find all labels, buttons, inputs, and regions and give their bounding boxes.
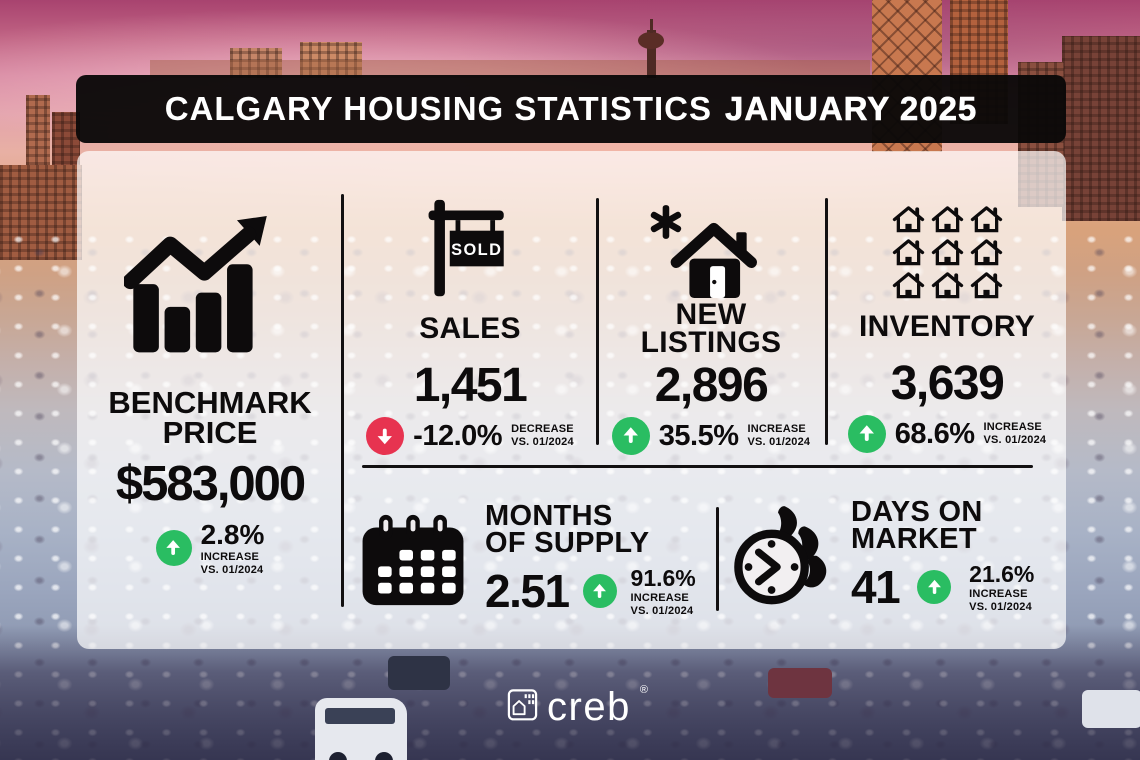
- new-house-icon: [650, 205, 757, 298]
- benchmark-price-section: BENCHMARK PRICE $583,000 2.8% INCREASE V…: [83, 216, 337, 576]
- new-listings-change: 35.5% INCREASE VS. 01/2024: [611, 417, 811, 455]
- new-listings-label: NEW LISTINGS: [640, 298, 782, 359]
- months-of-supply-section: MONTHS OF SUPPLY 2.51 91.6% INCREASE VS.…: [358, 500, 696, 618]
- building-silhouette: [300, 42, 362, 78]
- divider-vertical: [825, 198, 828, 445]
- up-arrow-icon: [611, 417, 650, 455]
- house-icon: [931, 206, 963, 233]
- sales-label: SALES: [419, 312, 521, 346]
- house-icon: [970, 206, 1002, 233]
- red-car: [768, 668, 832, 698]
- calgary-tower-icon: [647, 30, 656, 78]
- new-listings-change-pct: 35.5%: [658, 419, 739, 452]
- sales-change-pct: -12.0%: [413, 419, 503, 452]
- house-icon: [970, 239, 1002, 266]
- skyline-band: [150, 60, 870, 78]
- sold-sign-icon: SOLD: [428, 199, 504, 297]
- building-silhouette: [1062, 36, 1140, 221]
- creb-logo-text: creb: [547, 685, 631, 729]
- inventory-value: 3,639: [890, 357, 1005, 410]
- benchmark-change-note: INCREASE VS. 01/2024: [200, 551, 264, 576]
- house-icon: [931, 239, 963, 266]
- benchmark-label: BENCHMARK PRICE: [108, 385, 312, 451]
- inventory-change-pct: 68.6%: [894, 417, 975, 450]
- dark-suv: [388, 656, 450, 690]
- inventory-section: INVENTORY 3,639 68.6% INCREASE VS. 01/20…: [830, 190, 1064, 453]
- sales-value: 1,451: [413, 359, 528, 412]
- days-on-market-change-note: INCREASE VS. 01/2024: [969, 588, 1032, 613]
- creb-logo: creb ®: [507, 684, 648, 729]
- house-icon: [931, 272, 963, 299]
- sales-change-note: DECREASE VS. 01/2024: [511, 423, 574, 448]
- house-icon: [892, 272, 924, 299]
- sales-section: SOLD SALES 1,451 -12.0% DECREASE VS. 01/…: [352, 190, 588, 455]
- up-arrow-icon: [917, 570, 952, 605]
- months-of-supply-value: 2.51: [485, 565, 570, 618]
- clock-flame-icon: [734, 506, 827, 605]
- new-listings-section: NEW LISTINGS 2,896 35.5% INCREASE VS. 01…: [599, 190, 823, 455]
- new-listings-value: 2,896: [654, 359, 769, 412]
- days-on-market-change-pct: 21.6%: [969, 561, 1035, 588]
- white-car: [1082, 690, 1140, 728]
- benchmark-value: $583,000: [115, 457, 306, 512]
- sold-sign-text: SOLD: [451, 241, 502, 259]
- up-arrow-icon: [582, 574, 617, 609]
- calgary-tower-spire: [650, 19, 653, 33]
- divider-vertical: [596, 198, 599, 445]
- months-of-supply-label: MONTHS OF SUPPLY: [485, 500, 650, 559]
- benchmark-change-pct: 2.8%: [200, 519, 265, 551]
- up-arrow-icon: [155, 529, 192, 566]
- days-on-market-section: DAYS ON MARKET 41 21.6% INCREASE VS. 01/…: [731, 496, 1035, 614]
- page-title-period: JANUARY 2025: [725, 90, 978, 128]
- days-on-market-label: DAYS ON MARKET: [851, 496, 983, 555]
- inventory-change-note: INCREASE VS. 01/2024: [983, 421, 1047, 446]
- months-of-supply-change-note: INCREASE VS. 01/2024: [630, 592, 694, 617]
- sales-change: -12.0% DECREASE VS. 01/2024: [366, 417, 574, 455]
- calgary-tower-deck: [638, 32, 664, 49]
- new-listings-change-note: INCREASE VS. 01/2024: [747, 423, 811, 448]
- white-van: [315, 698, 407, 760]
- divider-horizontal: [362, 465, 1033, 468]
- house-icon: [970, 272, 1002, 299]
- divider-vertical: [716, 507, 719, 611]
- calendar-icon: [362, 514, 464, 606]
- inventory-change: 68.6% INCREASE VS. 01/2024: [847, 415, 1047, 453]
- up-arrow-icon: [847, 415, 886, 453]
- benchmark-change: 2.8% INCREASE VS. 01/2024: [155, 519, 265, 576]
- building-silhouette: [230, 48, 282, 78]
- house-icon: [892, 206, 924, 233]
- divider-vertical: [341, 194, 344, 607]
- months-of-supply-change-pct: 91.6%: [630, 565, 696, 592]
- rising-bar-chart-icon: [124, 216, 267, 353]
- down-arrow-icon: [366, 417, 405, 455]
- house-icon: [892, 239, 924, 266]
- page-title: CALGARY HOUSING STATISTICS: [164, 90, 712, 127]
- days-on-market-value: 41: [851, 561, 901, 614]
- title-bar: CALGARY HOUSING STATISTICS JANUARY 2025: [76, 75, 1066, 143]
- creb-logo-icon: [507, 689, 538, 721]
- registered-trademark: ®: [639, 684, 648, 696]
- inventory-label: INVENTORY: [858, 310, 1036, 344]
- houses-grid-icon: [892, 205, 1003, 300]
